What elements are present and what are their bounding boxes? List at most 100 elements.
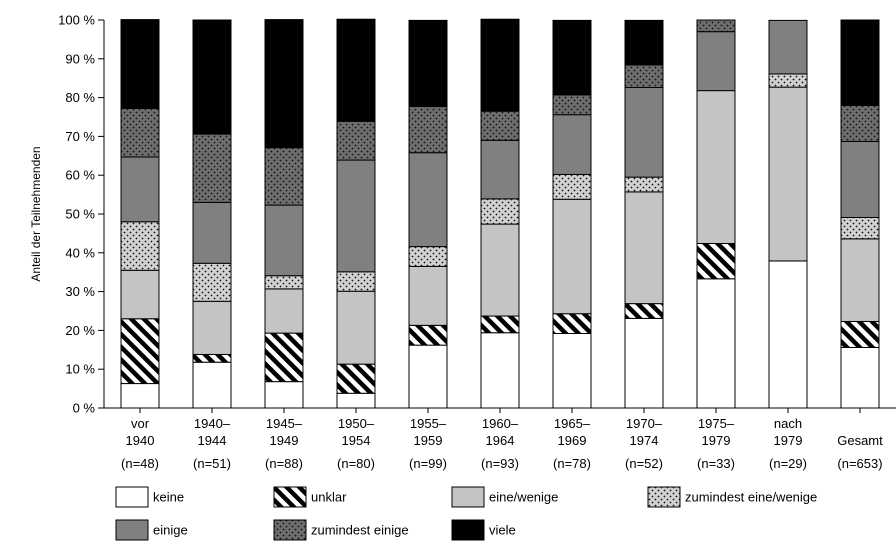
x-tick-label: 1954 xyxy=(342,433,371,448)
bar-segment-keine xyxy=(192,361,232,409)
bar-segment-zumindest-einige xyxy=(336,120,376,161)
bar-segment-eine-wenige xyxy=(552,198,592,315)
bar-segment-zumindest-eine-wenige xyxy=(336,271,376,292)
bar-segment-eine-wenige xyxy=(192,300,232,355)
bar-segment-zumindest-eine-wenige xyxy=(768,73,808,88)
x-tick-label: 1940 xyxy=(126,433,155,448)
y-tick-label: 30 % xyxy=(65,284,95,299)
y-tick-label: 70 % xyxy=(65,129,95,144)
y-tick-label: 90 % xyxy=(65,51,95,66)
bar-segment-eine-wenige xyxy=(120,269,160,320)
x-tick-label: (n=52) xyxy=(625,456,663,471)
bar-segment-zumindest-eine-wenige xyxy=(480,198,520,225)
x-tick-label: 1975– xyxy=(698,416,735,431)
x-tick-label: 1979 xyxy=(774,433,803,448)
x-tick-label: 1974 xyxy=(630,433,659,448)
legend-swatch xyxy=(273,519,307,541)
bar-segment-zumindest-einige xyxy=(264,147,304,206)
legend-swatch xyxy=(115,486,149,508)
bar-segment-zumindest-einige xyxy=(480,110,520,141)
x-tick-label: 1959 xyxy=(414,433,443,448)
bar-segment-unklar xyxy=(696,242,736,280)
bar-segment-eine-wenige xyxy=(696,90,736,244)
x-tick-label: 1940– xyxy=(194,416,231,431)
bar-segment-unklar xyxy=(480,315,520,334)
bar-segment-zumindest-einige xyxy=(840,104,880,142)
bar-segment-unklar xyxy=(120,318,160,385)
bar-segment-keine xyxy=(480,332,520,409)
bar-segment-zumindest-einige xyxy=(192,133,232,203)
legend-label: unklar xyxy=(311,490,347,505)
legend-label: einige xyxy=(153,523,188,538)
bar-segment-zumindest-eine-wenige xyxy=(552,173,592,200)
x-tick-label: 1964 xyxy=(486,433,515,448)
legend-swatch xyxy=(273,486,307,508)
bar-segment-zumindest-eine-wenige xyxy=(264,275,304,290)
bar-segment-keine xyxy=(336,392,376,409)
x-tick-label: (n=653) xyxy=(837,456,882,471)
bar-segment-zumindest-einige xyxy=(624,64,664,89)
bar-segment-keine xyxy=(696,278,736,409)
bar-segment-einige xyxy=(552,114,592,175)
x-tick-label: (n=99) xyxy=(409,456,447,471)
bar-segment-viele xyxy=(840,19,880,106)
x-tick-label: (n=78) xyxy=(553,456,591,471)
x-tick-label: 1970– xyxy=(626,416,663,431)
legend-label: viele xyxy=(489,523,516,538)
x-tick-label: 1960– xyxy=(482,416,519,431)
bar-segment-einige xyxy=(696,31,736,92)
bar-segment-einige xyxy=(840,140,880,218)
bar-segment-zumindest-einige xyxy=(696,19,736,33)
x-tick-label: 1979 xyxy=(702,433,731,448)
x-tick-label: Gesamt xyxy=(837,433,883,448)
bar-segment-eine-wenige xyxy=(336,290,376,365)
legend: keine unklar eine/wenige zumindest eine/wen… xyxy=(115,486,817,541)
bar-segment-zumindest-eine-wenige xyxy=(624,176,664,193)
x-tick-label: 1944 xyxy=(198,433,227,448)
bar-segment-zumindest-einige xyxy=(408,106,448,154)
x-tick-label: 1965– xyxy=(554,416,591,431)
x-tick-label: 1945– xyxy=(266,416,303,431)
bar-segment-zumindest-einige xyxy=(552,94,592,116)
bar-segment-viele xyxy=(264,19,304,149)
bar-segment-eine-wenige xyxy=(408,265,448,326)
bar-segment-eine-wenige xyxy=(840,238,880,322)
bar-segment-keine xyxy=(552,333,592,409)
bar-segment-zumindest-eine-wenige xyxy=(408,246,448,267)
x-tick-label: (n=33) xyxy=(697,456,735,471)
bar-segment-zumindest-eine-wenige xyxy=(120,221,160,271)
bar-segment-unklar xyxy=(192,353,232,363)
legend-swatch xyxy=(115,519,149,541)
legend-swatch xyxy=(451,519,485,541)
bar-segment-viele xyxy=(552,19,592,96)
x-tick-label: (n=48) xyxy=(121,456,159,471)
bar-segment-unklar xyxy=(336,363,376,394)
x-tick-label: (n=93) xyxy=(481,456,519,471)
y-tick-label: 0 % xyxy=(73,401,96,416)
y-tick-label: 60 % xyxy=(65,168,95,183)
bar-segment-keine xyxy=(408,344,448,409)
bar-segment-viele xyxy=(408,19,448,108)
bar-segment-einige xyxy=(336,159,376,273)
x-tick-label: 1969 xyxy=(558,433,587,448)
x-tick-label: (n=80) xyxy=(337,456,375,471)
bar-segment-viele xyxy=(480,18,520,112)
bar-segment-unklar xyxy=(840,320,880,348)
bar-segment-keine xyxy=(624,317,664,409)
bar-segment-viele xyxy=(120,19,160,109)
bar-segment-keine xyxy=(264,381,304,409)
bar-segment-eine-wenige xyxy=(768,86,808,262)
y-axis-title: Anteil der Teilnehmenden xyxy=(29,146,43,281)
y-tick-label: 100 % xyxy=(58,13,95,28)
legend-label: keine xyxy=(153,490,184,505)
legend-swatch xyxy=(451,486,485,508)
x-tick-label: nach xyxy=(774,416,802,431)
x-tick-label: 1949 xyxy=(270,433,299,448)
bar-segment-unklar xyxy=(552,313,592,335)
plot-area: 0 % 10 % 20 % 30 % 40 % 50 % 60 % 70 % 80 % 90 % 1… xyxy=(58,13,896,471)
bar-segment-viele xyxy=(192,19,232,135)
bar-segment-keine xyxy=(768,260,808,409)
bar-segment-zumindest-eine-wenige xyxy=(192,262,232,302)
